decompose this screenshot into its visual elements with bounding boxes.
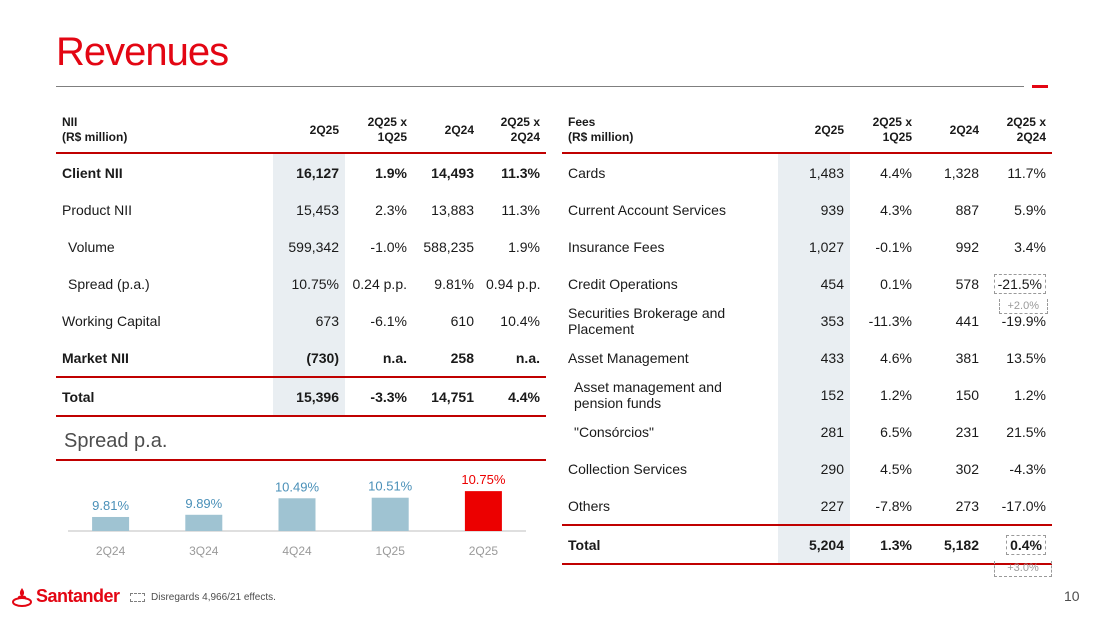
fees-header-row: Fees (R$ million) 2Q25 2Q25 x 1Q25 2Q24 … (562, 108, 1052, 153)
fees-row-cards: Cards 1,483 4.4% 1,328 11.7% (562, 153, 1052, 191)
category-label-2Q25: 2Q25 (469, 544, 499, 558)
spread-chart: 9.81% 2Q24 9.89% 3Q24 10.49% 4Q24 10.51% 1Q25 10… (68, 472, 526, 558)
nii-row-volume: Volume 599,342 -1.0% 588,235 1.9% (56, 228, 546, 265)
fees-row-credit-ops: Credit Operations 454 0.1% 578 -21.5% +2.0% (562, 265, 1052, 314)
nii-header-2q25: 2Q25 (309, 122, 339, 137)
dashed-box-icon (130, 593, 145, 602)
nii-row-market: Market NII (730) n.a. 258 n.a. (56, 339, 546, 377)
nii-header-yoy: 2Q25 x 2Q24 (500, 115, 540, 144)
logo-text: Santander (36, 586, 120, 606)
nii-table: NII (R$ million) 2Q25 2Q25 x 1Q25 2Q24 2… (56, 108, 546, 417)
category-label-3Q24: 3Q24 (189, 544, 219, 558)
nii-row-client: Client NII 16,127 1.9% 14,493 11.3% (56, 153, 546, 191)
bar-3Q24 (185, 514, 223, 531)
nii-row-product: Product NII 15,453 2.3% 13,883 11.3% (56, 191, 546, 228)
fees-header-label: Fees (R$ million) (568, 115, 634, 144)
fees-header-2q25: 2Q25 (814, 122, 844, 137)
fees-header-qoq: 2Q25 x 1Q25 (872, 115, 912, 144)
fees-row-insurance: Insurance Fees 1,027 -0.1% 992 3.4% (562, 228, 1052, 265)
credit-ops-adjusted-note: +2.0% (998, 299, 1048, 314)
nii-header-label: NII (R$ million) (56, 108, 273, 153)
bar-label-2Q24: 9.81% (92, 498, 129, 513)
fees-table: Fees (R$ million) 2Q25 2Q25 x 1Q25 2Q24 … (562, 108, 1052, 565)
bar-label-3Q24: 9.89% (185, 496, 222, 511)
spread-divider (56, 459, 546, 461)
bar-label-4Q24: 10.49% (275, 479, 320, 494)
fees-header-yoy: 2Q25 x 2Q24 (1006, 115, 1046, 144)
bar-label-1Q25: 10.51% (368, 479, 413, 494)
total-adjusted-note: +3.0% (994, 561, 1052, 577)
fees-row-others: Others 227 -7.8% 273 -17.0% (562, 487, 1052, 525)
page-title: Revenues (56, 30, 229, 74)
category-label-1Q25: 1Q25 (376, 544, 406, 558)
bar-label-2Q25: 10.75% (461, 472, 506, 487)
santander-logo: Santander (12, 586, 120, 607)
flame-icon (12, 587, 32, 607)
bar-2Q25 (464, 491, 502, 531)
spread-chart-title: Spread p.a. (64, 430, 168, 452)
nii-row-spread: Spread (p.a.) 10.75% 0.24 p.p. 9.81% 0.94 p.… (56, 265, 546, 302)
fees-header-2q24: 2Q24 (949, 122, 979, 137)
fees-row-asset-mgmt: Asset Management 433 4.6% 381 13.5% (562, 339, 1052, 376)
title-divider (56, 86, 1024, 87)
fees-row-pension-funds: Asset management and pension funds 152 1.2… (562, 376, 1052, 413)
footnote: Disregards 4,966/21 effects. (130, 592, 276, 603)
fees-row-current-account: Current Account Services 939 4.3% 887 5.9% (562, 191, 1052, 228)
nii-header-qoq: 2Q25 x 1Q25 (367, 115, 407, 144)
category-label-4Q24: 4Q24 (282, 544, 312, 558)
page-number: 10 (1064, 588, 1080, 604)
fees-row-total: Total 5,204 1.3% 5,182 0.4% (562, 525, 1052, 564)
fees-row-collection: Collection Services 290 4.5% 302 -4.3% (562, 450, 1052, 487)
bar-1Q25 (371, 497, 409, 531)
bar-4Q24 (278, 498, 316, 531)
nii-header-row: NII (R$ million) 2Q25 2Q25 x 1Q25 2Q24 2… (56, 108, 546, 153)
fees-row-securities: Securities Brokerage and Placement 353 -11… (562, 302, 1052, 339)
bar-2Q24 (92, 516, 130, 531)
nii-row-total: Total 15,396 -3.3% 14,751 4.4% (56, 377, 546, 416)
category-label-2Q24: 2Q24 (96, 544, 126, 558)
fees-row-consorcios: "Consórcios" 281 6.5% 231 21.5% (562, 413, 1052, 450)
title-accent-mark (1032, 85, 1048, 88)
nii-row-working-capital: Working Capital 673 -6.1% 610 10.4% (56, 302, 546, 339)
nii-header-label-text: NII (R$ million) (62, 115, 128, 144)
nii-header-2q24: 2Q24 (444, 122, 474, 137)
